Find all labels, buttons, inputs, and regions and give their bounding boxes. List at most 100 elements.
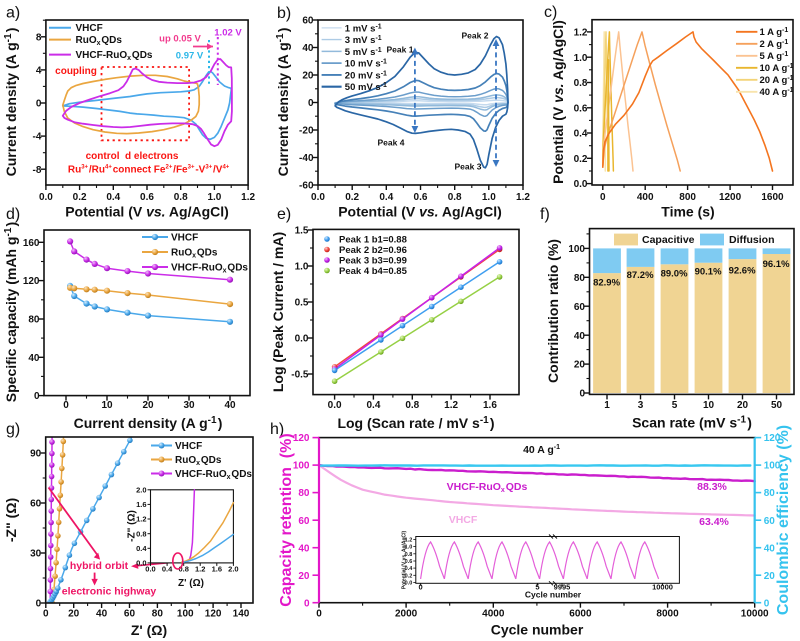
svg-text:0.4: 0.4 bbox=[574, 129, 588, 140]
svg-text:Peak 3: Peak 3 bbox=[455, 162, 482, 172]
svg-text:0: 0 bbox=[764, 598, 770, 609]
svg-text:120: 120 bbox=[23, 276, 40, 287]
svg-text:140: 140 bbox=[233, 609, 250, 620]
svg-text:e): e) bbox=[277, 206, 291, 223]
svg-text:coupling: coupling bbox=[55, 66, 97, 77]
svg-text:0.8: 0.8 bbox=[174, 192, 188, 203]
svg-text:0.6: 0.6 bbox=[414, 192, 428, 203]
svg-text:1.0: 1.0 bbox=[207, 192, 221, 203]
svg-text:Current density (A g-1 ): Current density (A g-1 ) bbox=[74, 415, 223, 431]
svg-text:100: 100 bbox=[293, 461, 310, 472]
svg-text:60: 60 bbox=[124, 609, 136, 620]
svg-text:92.6%: 92.6% bbox=[729, 266, 756, 277]
svg-text:10 A g-1: 10 A g-1 bbox=[760, 63, 795, 74]
svg-text:120: 120 bbox=[205, 609, 222, 620]
svg-text:1.5: 1.5 bbox=[295, 226, 309, 237]
svg-text:160: 160 bbox=[23, 238, 40, 249]
svg-text:20: 20 bbox=[764, 571, 776, 582]
svg-text:80: 80 bbox=[152, 609, 164, 620]
svg-text:electronic highway: electronic highway bbox=[62, 586, 157, 598]
svg-text:0.2: 0.2 bbox=[73, 192, 87, 203]
svg-text:d): d) bbox=[6, 206, 20, 223]
svg-text:5: 5 bbox=[535, 583, 539, 592]
svg-text:0.4: 0.4 bbox=[162, 565, 173, 574]
svg-text:0: 0 bbox=[579, 389, 585, 400]
svg-text:5: 5 bbox=[672, 400, 678, 411]
svg-text:10: 10 bbox=[101, 400, 113, 411]
svg-text:10: 10 bbox=[703, 400, 715, 411]
svg-text:0.6: 0.6 bbox=[140, 192, 154, 203]
svg-text:RuOx QDs: RuOx QDs bbox=[171, 248, 218, 260]
svg-text:VHCF: VHCF bbox=[76, 23, 103, 34]
svg-text:0.2: 0.2 bbox=[574, 154, 588, 165]
svg-text:0.5: 0.5 bbox=[295, 298, 309, 309]
svg-text:10 mV s-1: 10 mV s-1 bbox=[345, 59, 388, 70]
svg-text:g): g) bbox=[6, 421, 20, 438]
svg-text:Cycle number: Cycle number bbox=[491, 622, 584, 638]
svg-text:c): c) bbox=[544, 4, 557, 21]
svg-text:Coulombic efficiency (%): Coulombic efficiency (%) bbox=[775, 425, 792, 615]
svg-text:0.2: 0.2 bbox=[345, 192, 359, 203]
svg-text:20: 20 bbox=[737, 400, 749, 411]
svg-text:0: 0 bbox=[36, 599, 42, 610]
svg-text:1.0: 1.0 bbox=[405, 545, 413, 551]
svg-text:0.2: 0.2 bbox=[405, 573, 413, 579]
svg-text:1600: 1600 bbox=[761, 192, 784, 203]
svg-text:-40: -40 bbox=[299, 153, 314, 164]
svg-text:60: 60 bbox=[298, 516, 310, 527]
svg-text:Time (s): Time (s) bbox=[661, 204, 714, 220]
svg-text:0.4: 0.4 bbox=[136, 544, 147, 553]
svg-text:VHCF-RuOx QDs: VHCF-RuOx QDs bbox=[447, 481, 528, 494]
svg-text:40: 40 bbox=[574, 331, 586, 342]
svg-text:-0.5: -0.5 bbox=[291, 370, 309, 381]
svg-text:control d electrons: control d electrons bbox=[86, 151, 179, 162]
svg-text:30: 30 bbox=[183, 400, 195, 411]
svg-text:1.0: 1.0 bbox=[482, 192, 496, 203]
svg-text:100: 100 bbox=[177, 609, 194, 620]
svg-text:10000: 10000 bbox=[741, 609, 769, 620]
svg-text:0: 0 bbox=[304, 598, 310, 609]
svg-text:10000: 10000 bbox=[652, 583, 673, 592]
svg-text:1.2: 1.2 bbox=[241, 192, 255, 203]
svg-text:800: 800 bbox=[679, 192, 696, 203]
svg-text:0: 0 bbox=[600, 192, 606, 203]
svg-text:2.0: 2.0 bbox=[136, 486, 146, 495]
svg-text:0: 0 bbox=[316, 609, 322, 620]
svg-text:h): h) bbox=[270, 421, 284, 438]
svg-text:-4: -4 bbox=[32, 132, 41, 143]
svg-text:Peak 1: Peak 1 bbox=[387, 45, 414, 55]
svg-text:-Z" (Ω): -Z" (Ω) bbox=[127, 510, 138, 542]
svg-text:1.6: 1.6 bbox=[212, 565, 222, 574]
svg-text:120: 120 bbox=[764, 433, 781, 444]
svg-text:Scan rate (mV s-1 ): Scan rate (mV s-1 ) bbox=[632, 415, 752, 431]
svg-text:Peak 2: Peak 2 bbox=[462, 31, 489, 41]
svg-text:VHCF-RuOx QDs: VHCF-RuOx QDs bbox=[76, 50, 153, 62]
svg-text:Cycle number: Cycle number bbox=[525, 590, 582, 600]
svg-text:0.0: 0.0 bbox=[145, 565, 155, 574]
svg-text:0.4: 0.4 bbox=[405, 566, 414, 572]
svg-text:8: 8 bbox=[36, 32, 42, 43]
svg-text:Peak 1 b1=0.88: Peak 1 b1=0.88 bbox=[339, 234, 407, 245]
svg-text:0.8: 0.8 bbox=[448, 192, 462, 203]
svg-text:1.6: 1.6 bbox=[136, 500, 146, 509]
svg-text:0.0: 0.0 bbox=[136, 559, 146, 568]
svg-text:8000: 8000 bbox=[656, 609, 679, 620]
svg-text:88.3%: 88.3% bbox=[697, 481, 727, 493]
svg-text:20: 20 bbox=[298, 571, 310, 582]
svg-text:0.0: 0.0 bbox=[39, 192, 53, 203]
svg-text:VHCF: VHCF bbox=[171, 233, 198, 244]
svg-text:1.2: 1.2 bbox=[516, 192, 530, 203]
svg-text:Peak 4 b4=0.85: Peak 4 b4=0.85 bbox=[339, 266, 408, 277]
svg-text:80: 80 bbox=[764, 488, 776, 499]
svg-text:RuOx QDs: RuOx QDs bbox=[76, 35, 123, 47]
svg-text:Diffusion: Diffusion bbox=[729, 234, 775, 246]
svg-text:1 mV s-1: 1 mV s-1 bbox=[345, 23, 383, 34]
svg-text:400: 400 bbox=[637, 192, 654, 203]
svg-text:60: 60 bbox=[302, 16, 314, 27]
svg-text:Peak 3 b3=0.99: Peak 3 b3=0.99 bbox=[339, 255, 407, 266]
svg-text:-20: -20 bbox=[299, 126, 314, 137]
svg-text:1 A g-1: 1 A g-1 bbox=[760, 27, 790, 38]
svg-text:20 mV s-1: 20 mV s-1 bbox=[345, 70, 388, 81]
svg-text:5 mV s-1: 5 mV s-1 bbox=[345, 47, 383, 58]
svg-text:40: 40 bbox=[302, 43, 314, 54]
